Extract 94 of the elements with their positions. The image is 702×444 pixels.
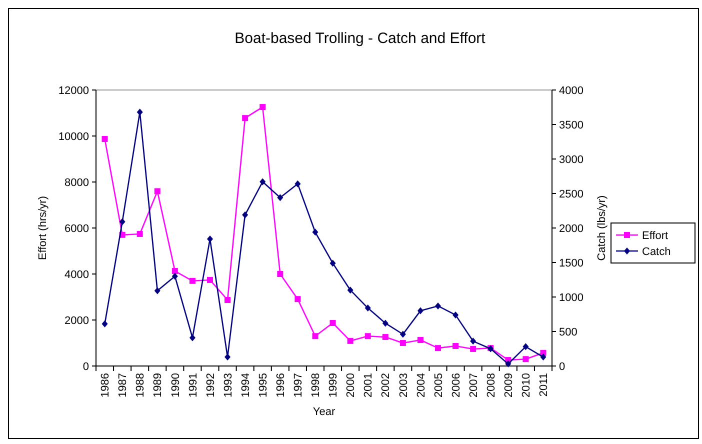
point [347, 286, 354, 294]
point [312, 333, 318, 340]
point [224, 296, 231, 303]
x-tick-label: 2011 [538, 373, 550, 397]
y2-tick-label: 1500 [559, 257, 584, 270]
x-tick-label: 1990 [170, 373, 182, 398]
legend-label: Effort [642, 230, 668, 242]
point [505, 360, 512, 368]
point [294, 296, 301, 302]
x-tick-label: 2002 [380, 373, 392, 398]
point [277, 271, 284, 277]
x-tick-label: 2010 [520, 373, 533, 398]
point [242, 115, 248, 122]
y-tick-label: 4000 [64, 268, 89, 281]
x-tick-label: 1989 [152, 373, 164, 398]
point [470, 346, 476, 352]
y2-tick-label: 500 [559, 326, 578, 338]
y2-tick-label: 2500 [559, 188, 584, 200]
point [277, 194, 284, 202]
point [260, 178, 266, 186]
y-tick-label: 0 [82, 360, 89, 373]
x-tick-label: 1995 [257, 373, 270, 398]
y-tick-label: 12000 [58, 84, 89, 97]
point [522, 343, 529, 350]
point [522, 356, 529, 362]
point [382, 334, 388, 340]
point [102, 320, 108, 328]
y-tick-label: 6000 [64, 222, 89, 235]
point [417, 337, 424, 344]
point [382, 320, 388, 327]
y2-tick-label: 4000 [559, 84, 584, 97]
point [172, 272, 178, 280]
point [172, 268, 178, 274]
point [435, 345, 441, 352]
point [364, 333, 371, 340]
point [294, 180, 301, 188]
x-tick-label: 1996 [275, 373, 288, 398]
point [136, 108, 143, 116]
y2-tick-label: 3000 [559, 154, 584, 166]
point [242, 211, 248, 218]
point [119, 218, 126, 226]
point [154, 188, 160, 194]
point [452, 342, 459, 349]
x-tick-label: 2006 [450, 373, 462, 398]
point [364, 304, 371, 312]
y-tick-label: 8000 [64, 176, 89, 189]
x-tick-label: 2001 [362, 373, 375, 398]
x-tick-label: 1994 [240, 373, 252, 398]
x-tick-label: 2005 [432, 373, 445, 398]
x-tick-label: 1993 [222, 373, 234, 398]
y-tick-label: 2000 [64, 314, 89, 327]
x-tick-label: 1992 [204, 373, 217, 398]
point [136, 230, 143, 237]
point [189, 334, 196, 342]
x-tick-label: 2003 [398, 373, 410, 398]
point [224, 354, 231, 361]
y2-axis-title: Catch (lbs/yr) [596, 195, 608, 261]
point [400, 330, 406, 338]
x-tick-label: 2004 [415, 373, 428, 398]
point [470, 338, 476, 345]
y2-tick-label: 2000 [559, 222, 584, 235]
point [189, 278, 196, 284]
y2-tick-label: 1000 [559, 292, 584, 304]
y-axis-title: Effort (hrs/yr) [37, 196, 49, 260]
point [102, 136, 108, 142]
x-tick-label: 2009 [503, 373, 516, 398]
x-tick-label: 1991 [187, 373, 200, 398]
x-tick-label: 2007 [468, 373, 480, 398]
x-tick-label: 1997 [292, 373, 305, 398]
x-axis-title: Year [312, 406, 336, 418]
x-tick-label: 1999 [328, 373, 340, 398]
x-tick-label: 1988 [134, 373, 147, 398]
x-tick-label: 1986 [100, 373, 112, 398]
legend-label: Catch [642, 246, 671, 258]
y-tick-label: 10000 [58, 130, 89, 143]
point [260, 104, 266, 110]
point [330, 260, 336, 267]
point [330, 320, 336, 326]
point [347, 338, 354, 344]
point [435, 302, 441, 310]
point [154, 287, 160, 294]
point [417, 307, 424, 314]
point [400, 340, 406, 346]
point [540, 354, 546, 361]
x-tick-label: 2000 [345, 373, 358, 398]
point [312, 228, 318, 236]
point [452, 311, 459, 318]
chart-title: Boat-based Trolling - Catch and Effort [234, 30, 486, 47]
y2-tick-label: 0 [559, 360, 566, 373]
y2-tick-label: 3500 [559, 119, 584, 132]
x-tick-label: 1987 [117, 373, 130, 398]
point [207, 276, 213, 283]
x-tick-label: 1998 [310, 373, 322, 398]
x-tick-label: 2008 [485, 373, 498, 398]
